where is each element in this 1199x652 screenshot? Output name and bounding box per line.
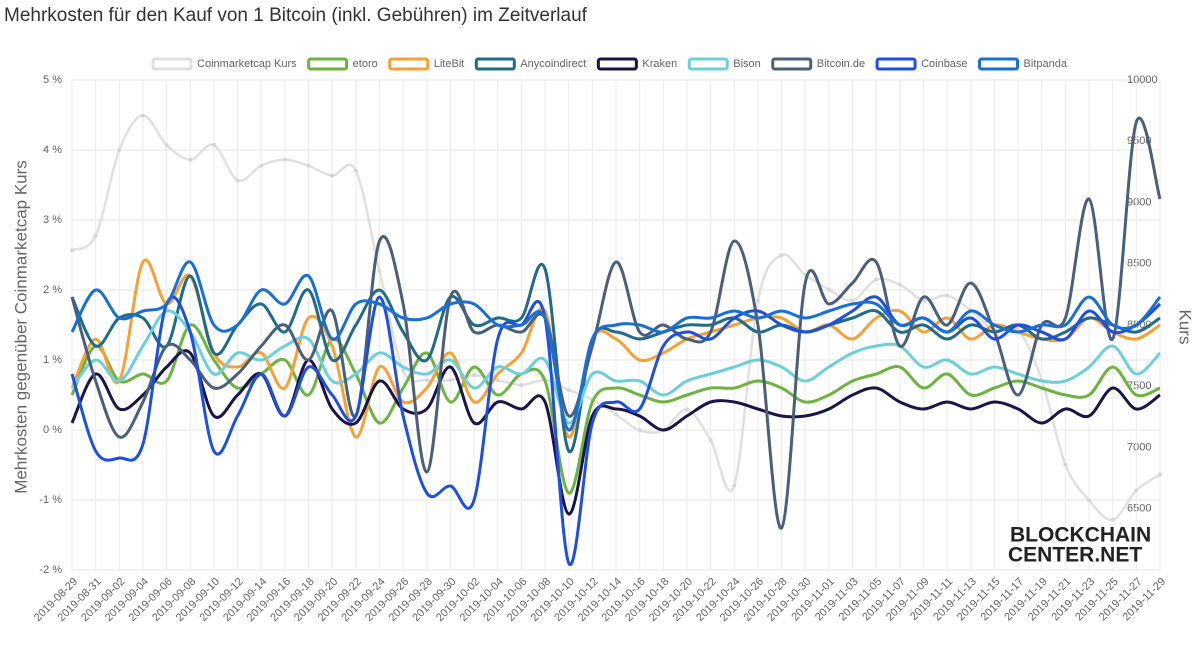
point (377, 269, 382, 274)
legend: Coinmarketcap Kurs etoro LiteBit Anycoindir… (151, 57, 1068, 71)
point (259, 163, 264, 168)
legend-label: Kraken (642, 58, 677, 70)
legend-item: Bison (687, 57, 761, 71)
plot (70, 113, 1162, 567)
legend-item: Kraken (596, 57, 677, 71)
legend-swatch (596, 57, 638, 71)
point (1087, 498, 1092, 503)
point (140, 113, 145, 118)
grid: -2 %-1 %0 %1 %2 %3 %4 %5 %65007000750080… (32, 74, 1168, 624)
legend-item: LiteBit (388, 57, 465, 71)
y2-tick-label: 6500 (1127, 503, 1151, 515)
legend-item: Anycoindirect (474, 57, 586, 71)
point (70, 248, 74, 253)
legend-swatch (978, 57, 1020, 71)
point (779, 253, 784, 258)
y2-tick-label: 7500 (1127, 380, 1151, 392)
legend-item: Coinmarketcap Kurs (151, 57, 297, 71)
legend-label: Bitpanda (1024, 58, 1068, 70)
y-axis-title: Mehrkosten gegenüber Coinmarketcap Kurs (11, 160, 30, 494)
point (235, 178, 240, 183)
point (1110, 517, 1115, 522)
point (897, 282, 902, 287)
legend-swatch (771, 57, 813, 71)
point (164, 142, 169, 147)
y2-tick-label: 10000 (1127, 74, 1158, 86)
point (519, 383, 524, 388)
legend-label: Coinbase (921, 58, 967, 70)
series-line (70, 260, 1162, 432)
legend-swatch (151, 57, 193, 71)
point (401, 368, 406, 373)
y-tick-label: 1 % (43, 354, 62, 366)
legend-swatch (307, 57, 349, 71)
point (1063, 462, 1068, 467)
point (874, 277, 879, 282)
legend-swatch (687, 57, 729, 71)
point (1134, 488, 1139, 493)
series-line (70, 295, 1162, 567)
point (495, 378, 500, 383)
legend-label: LiteBit (434, 58, 465, 70)
point (93, 233, 98, 238)
point (1158, 472, 1162, 477)
point (188, 157, 193, 162)
point (424, 378, 429, 383)
point (732, 483, 737, 488)
watermark: CENTER.NET (1008, 544, 1142, 567)
legend-label: Bison (733, 58, 761, 70)
y-tick-label: 5 % (43, 74, 62, 86)
y2-axis-title: Kurs (1176, 310, 1195, 345)
y2-tick-label: 7000 (1127, 441, 1151, 453)
legend-swatch (388, 57, 430, 71)
point (353, 168, 358, 173)
y-tick-label: 0 % (43, 424, 62, 436)
legend-swatch (474, 57, 516, 71)
point (448, 378, 453, 383)
legend-label: Anycoindirect (520, 58, 586, 70)
legend-label: Bitcoin.de (817, 58, 865, 70)
series-line (70, 309, 1162, 425)
legend-swatch (875, 57, 917, 71)
legend-item: etoro (307, 57, 378, 71)
y2-tick-label: 8500 (1127, 258, 1151, 270)
legend-item: Bitcoin.de (771, 57, 865, 71)
point (826, 287, 831, 292)
legend-label: etoro (353, 58, 378, 70)
y-tick-label: -2 % (39, 564, 62, 576)
point (306, 163, 311, 168)
series-line (70, 116, 1162, 530)
point (850, 298, 855, 303)
point (211, 142, 216, 147)
point (472, 373, 477, 378)
point (614, 412, 618, 417)
legend-label: Coinmarketcap Kurs (197, 58, 297, 70)
point (637, 428, 642, 433)
y-tick-label: 3 % (43, 214, 62, 226)
y-tick-label: 4 % (43, 144, 62, 156)
point (282, 157, 287, 162)
series-line (70, 349, 1161, 516)
point (755, 298, 760, 303)
watermark: BLOCKCHAIN (1010, 524, 1151, 547)
point (945, 293, 950, 298)
point (684, 407, 689, 412)
point (708, 438, 713, 443)
legend-item: Coinbase (875, 57, 968, 71)
point (117, 147, 122, 152)
y-tick-label: 2 % (43, 284, 62, 296)
legend-item: Bitpanda (978, 57, 1068, 71)
point (566, 387, 571, 392)
chart-title: Mehrkosten für den Kauf von 1 Bitcoin (i… (4, 5, 588, 26)
y2-tick-label: 9000 (1127, 196, 1151, 208)
point (330, 173, 335, 178)
y-tick-label: -1 % (39, 494, 62, 506)
